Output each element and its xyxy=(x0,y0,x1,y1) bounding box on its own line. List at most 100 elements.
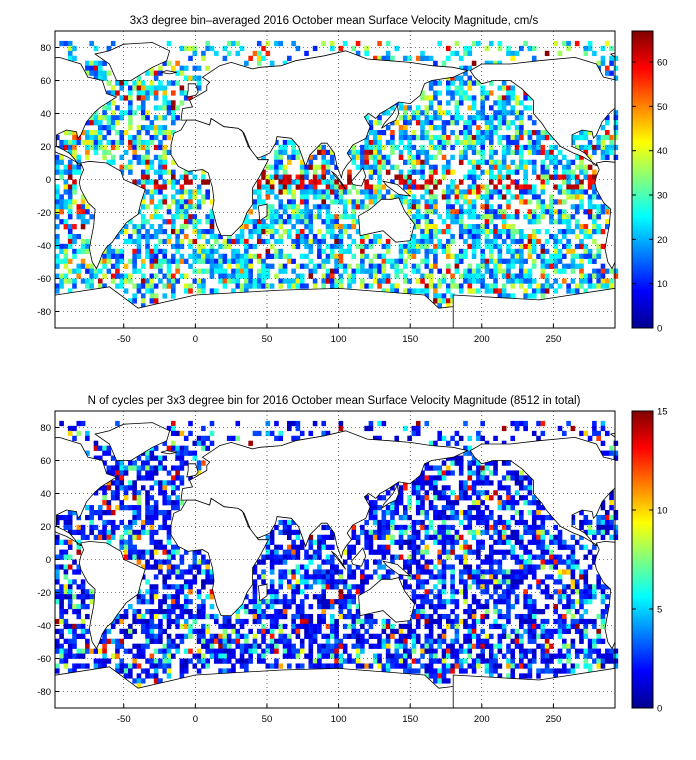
bin-cell xyxy=(67,430,73,437)
bin-cell xyxy=(329,569,335,575)
bin-cell xyxy=(364,243,369,250)
bin-cell xyxy=(377,544,382,550)
bin-cell xyxy=(583,514,589,521)
bin-cell xyxy=(132,495,137,501)
bin-cell xyxy=(493,569,498,575)
bin-cell xyxy=(450,204,455,210)
bin-cell xyxy=(476,604,481,610)
bin-cell xyxy=(519,514,524,521)
bin-cell xyxy=(424,510,430,516)
bin-cell xyxy=(403,194,408,200)
bin-cell xyxy=(454,115,460,121)
bin-cell xyxy=(450,80,455,86)
bin-cell xyxy=(523,500,528,506)
bin-cell xyxy=(334,224,339,230)
bin-cell xyxy=(398,554,404,560)
bin-cell xyxy=(179,450,185,456)
bin-cell xyxy=(407,179,412,185)
bin-cell xyxy=(446,485,451,491)
bin-cell xyxy=(205,638,210,644)
bin-cell xyxy=(549,134,554,141)
bin-cell xyxy=(274,253,279,259)
bin-cell xyxy=(80,584,86,590)
bin-cell xyxy=(497,214,503,220)
bin-cell xyxy=(428,194,434,200)
bin-cell xyxy=(557,253,563,259)
bin-cell xyxy=(274,169,279,175)
bin-cell xyxy=(403,505,408,511)
bin-cell xyxy=(192,65,198,71)
bin-cell xyxy=(145,233,150,240)
bin-cell xyxy=(205,268,210,274)
bin-cell xyxy=(145,490,150,496)
bin-cell xyxy=(183,169,189,175)
bin-cell xyxy=(269,604,275,610)
bin-cell xyxy=(385,623,391,630)
bin-cell xyxy=(179,45,185,52)
bin-cell xyxy=(364,534,369,540)
bin-cell xyxy=(458,154,464,160)
bin-cell xyxy=(329,613,335,620)
bin-cell xyxy=(480,110,485,116)
bin-cell xyxy=(80,238,86,245)
bin-cell xyxy=(514,258,520,264)
bin-cell xyxy=(493,519,498,526)
bin-cell xyxy=(166,278,172,284)
bin-cell xyxy=(132,144,137,151)
bin-cell xyxy=(128,233,133,240)
bin-cell xyxy=(166,510,172,516)
bin-cell xyxy=(162,579,168,585)
bin-cell xyxy=(514,110,520,116)
bin-cell xyxy=(89,510,94,516)
bin-cell xyxy=(287,544,292,550)
bin-cell xyxy=(411,430,417,437)
bin-cell xyxy=(93,75,99,81)
bin-cell xyxy=(115,248,120,255)
bin-cell xyxy=(463,229,468,235)
bin-cell xyxy=(458,258,464,264)
bin-cell xyxy=(329,268,335,274)
bin-cell xyxy=(411,169,417,175)
bin-cell xyxy=(531,529,537,536)
bin-cell xyxy=(325,189,331,195)
bin-cell xyxy=(140,519,146,526)
bin-cell xyxy=(557,238,563,245)
bin-cell xyxy=(355,204,361,210)
bin-cell xyxy=(536,539,541,545)
bin-cell xyxy=(446,288,451,294)
bin-cell xyxy=(523,564,528,570)
bin-cell xyxy=(583,609,589,615)
bin-cell xyxy=(192,579,198,585)
bin-cell xyxy=(480,184,485,190)
bin-cell xyxy=(166,470,172,476)
bin-cell xyxy=(372,233,378,240)
bin-cell xyxy=(557,149,563,156)
bin-cell xyxy=(506,199,511,205)
bin-cell xyxy=(334,179,339,185)
bin-cell xyxy=(239,263,245,269)
bin-cell xyxy=(166,549,172,555)
bin-cell xyxy=(446,514,451,521)
bin-cell xyxy=(583,554,589,560)
bin-cell xyxy=(600,594,606,600)
bin-cell xyxy=(209,589,215,595)
bin-cell xyxy=(110,253,116,259)
bin-cell xyxy=(299,539,305,545)
bin-cell xyxy=(463,495,468,501)
bin-cell xyxy=(325,184,331,190)
bin-cell xyxy=(140,214,146,220)
bin-cell xyxy=(463,594,468,600)
bin-cell xyxy=(458,55,464,61)
bin-cell xyxy=(192,248,198,255)
bin-cell xyxy=(175,569,180,575)
bin-cell xyxy=(450,169,455,175)
bin-cell xyxy=(239,604,245,610)
bin-cell xyxy=(562,233,567,240)
bin-cell xyxy=(501,628,507,635)
bin-cell xyxy=(497,120,503,126)
bin-cell xyxy=(265,599,271,605)
bin-cell xyxy=(420,120,425,126)
bin-cell xyxy=(261,55,266,61)
bin-cell xyxy=(497,609,503,615)
bin-cell xyxy=(274,623,279,630)
